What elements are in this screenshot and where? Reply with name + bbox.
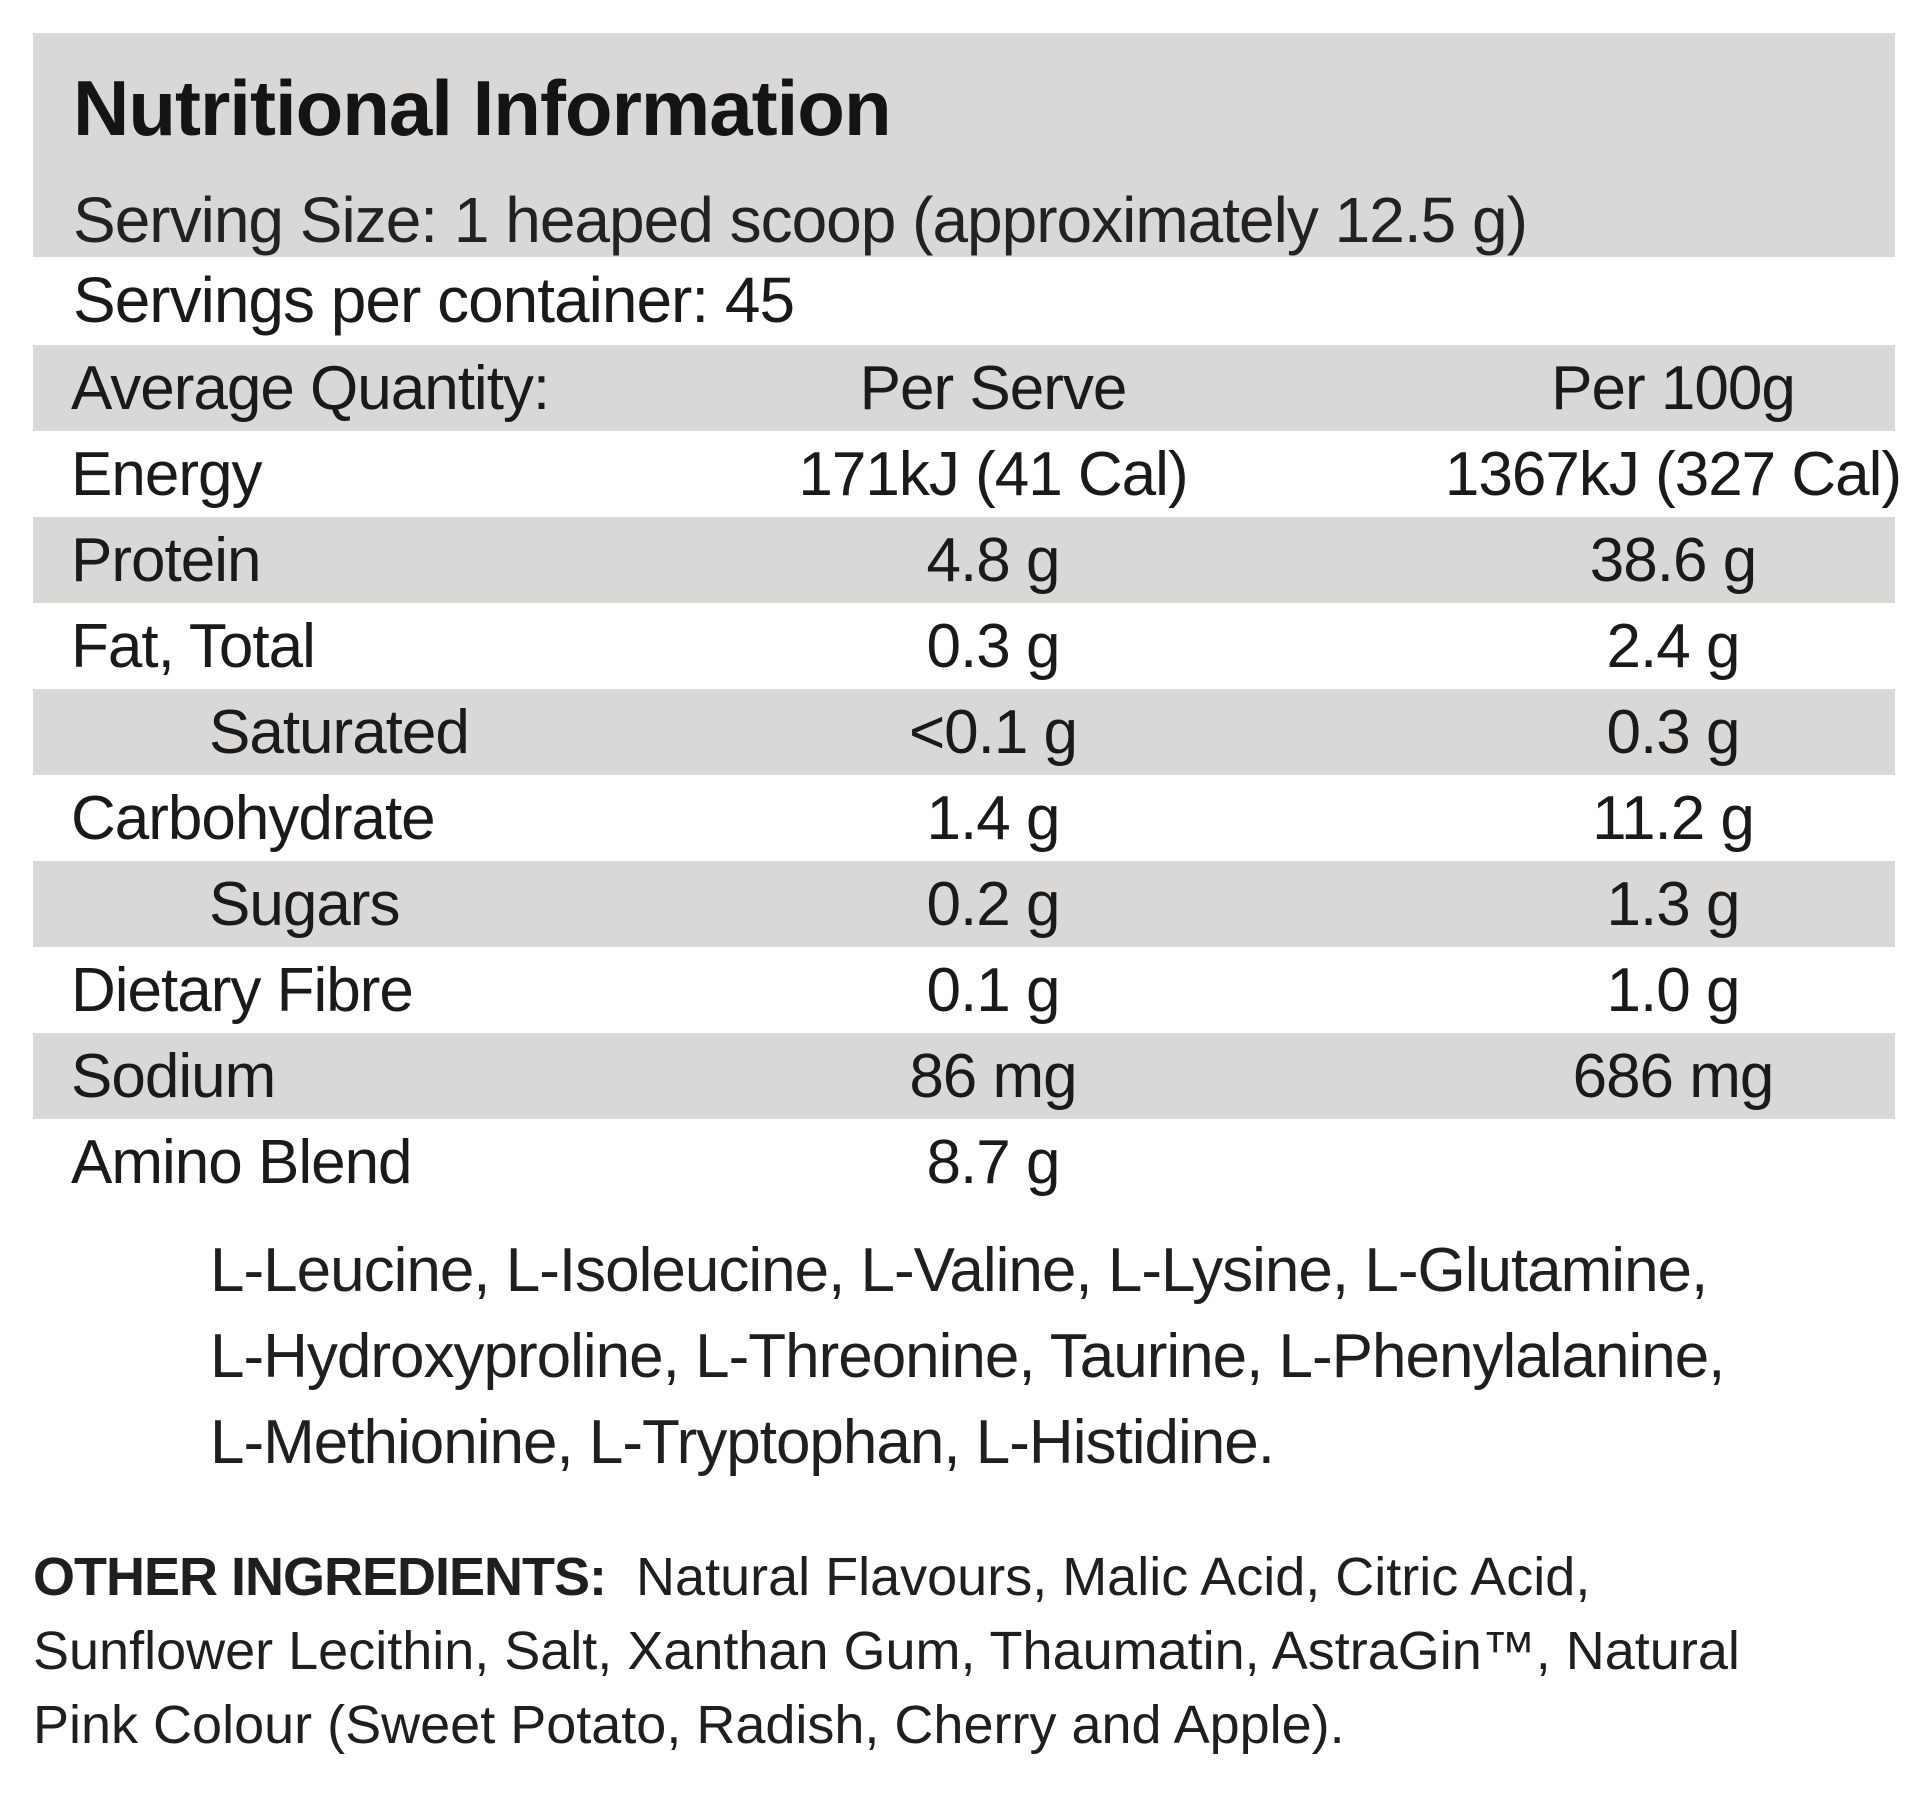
panel-title: Nutritional Information xyxy=(73,64,892,152)
amino-blend-line: L-Hydroxyproline, L-Threonine, Taurine, … xyxy=(210,1322,1725,1391)
per-serve-value: 4.8 g xyxy=(926,526,1061,595)
per-100g-value: 1367kJ (327 Cal) xyxy=(1444,440,1902,509)
table-row: Fat, Total 0.3 g 2.4 g xyxy=(33,603,1895,689)
per-100g-value: 0.3 g xyxy=(1606,698,1741,767)
table-row: Saturated <0.1 g 0.3 g xyxy=(33,689,1895,775)
row-label: Sodium xyxy=(71,1042,276,1111)
table-row: Dietary Fibre 0.1 g 1.0 g xyxy=(33,947,1895,1033)
table-row: Carbohydrate 1.4 g 11.2 g xyxy=(33,775,1895,861)
nutrition-panel: Nutritional Information Serving Size: 1 … xyxy=(33,33,1902,1205)
per-100g-value: 1.0 g xyxy=(1606,956,1741,1025)
other-ingredients-text: Pink Colour (Sweet Potato, Radish, Cherr… xyxy=(33,1695,1345,1755)
row-label: Fat, Total xyxy=(71,612,316,681)
row-label: Amino Blend xyxy=(71,1128,413,1197)
row-label: Dietary Fibre xyxy=(71,956,414,1025)
per-100g-value: 686 mg xyxy=(1572,1042,1775,1111)
table-row: Sodium 86 mg 686 mg xyxy=(33,1033,1895,1119)
row-label: Sugars xyxy=(209,870,400,939)
per-100g-value: 38.6 g xyxy=(1589,526,1757,595)
amino-blend-list: L-Leucine, L-Isoleucine, L-Valine, L-Lys… xyxy=(210,1228,1860,1486)
servings-per-container-row: Servings per container: 45 xyxy=(33,257,1895,345)
nutrition-header: Nutritional Information Serving Size: 1 … xyxy=(33,33,1895,257)
column-header-per-100g: Per 100g xyxy=(1551,354,1796,423)
per-100g-value: 2.4 g xyxy=(1606,612,1741,681)
serving-size: Serving Size: 1 heaped scoop (approximat… xyxy=(73,184,1528,256)
row-label: Saturated xyxy=(209,698,470,767)
per-100g-value: 11.2 g xyxy=(1592,784,1755,853)
amino-blend-line: L-Leucine, L-Isoleucine, L-Valine, L-Lys… xyxy=(210,1236,1708,1305)
table-row: Sugars 0.2 g 1.3 g xyxy=(33,861,1895,947)
other-ingredients: OTHER INGREDIENTS: Natural Flavours, Mal… xyxy=(33,1540,1893,1762)
servings-per-container: Servings per container: 45 xyxy=(73,264,795,336)
per-serve-value: 0.3 g xyxy=(926,612,1061,681)
amino-blend-line: L-Methionine, L-Tryptophan, L-Histidine. xyxy=(210,1408,1275,1477)
per-serve-value: 1.4 g xyxy=(926,784,1061,853)
per-serve-value: 8.7 g xyxy=(926,1128,1061,1197)
row-label: Energy xyxy=(71,440,262,509)
table-header-row: Average Quantity: Per Serve Per 100g xyxy=(33,345,1895,431)
row-label: Carbohydrate xyxy=(71,784,436,853)
per-serve-value: 171kJ (41 Cal) xyxy=(798,440,1188,509)
per-serve-value: <0.1 g xyxy=(908,698,1078,767)
per-serve-value: 0.2 g xyxy=(926,870,1061,939)
row-label: Protein xyxy=(71,526,261,595)
per-serve-value: 0.1 g xyxy=(926,956,1061,1025)
other-ingredients-text: Sunflower Lecithin, Salt, Xanthan Gum, T… xyxy=(33,1621,1740,1681)
per-100g-value: 1.3 g xyxy=(1606,870,1741,939)
table-row: Amino Blend 8.7 g xyxy=(33,1119,1895,1205)
table-row: Protein 4.8 g 38.6 g xyxy=(33,517,1895,603)
other-ingredients-label: OTHER INGREDIENTS: xyxy=(33,1547,607,1607)
table-row: Energy 171kJ (41 Cal) 1367kJ (327 Cal) xyxy=(33,431,1902,517)
column-header-quantity: Average Quantity: xyxy=(71,354,550,423)
column-header-per-serve: Per Serve xyxy=(859,354,1128,423)
per-serve-value: 86 mg xyxy=(909,1042,1077,1111)
other-ingredients-text: Natural Flavours, Malic Acid, Citric Aci… xyxy=(636,1547,1591,1607)
